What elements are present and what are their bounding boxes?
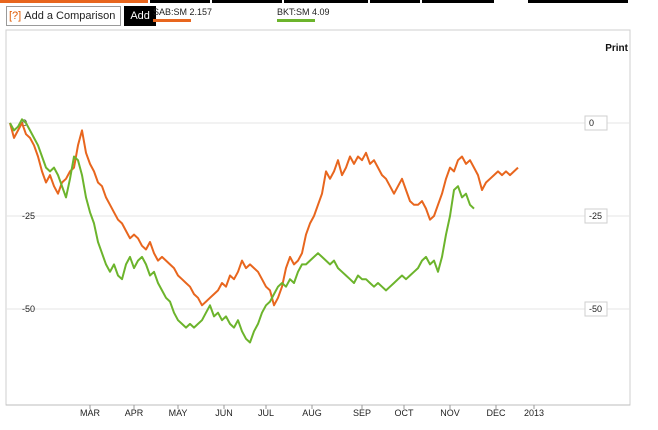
- top-tab-segment: [0, 0, 148, 3]
- compare-bracket-icon: [?]: [9, 10, 22, 22]
- series-line-sab: [9, 122, 519, 307]
- x-tick-label: JUN: [215, 408, 233, 418]
- x-tick-label: AUG: [302, 408, 322, 418]
- top-tab-segment: [150, 0, 210, 3]
- legend-swatch: [277, 19, 315, 22]
- legend-label: BKT:SM 4.09: [277, 7, 330, 17]
- y-tick-label-right: 0: [589, 118, 594, 128]
- legend-item-bkt[interactable]: BKT:SM 4.09: [277, 7, 330, 22]
- y-tick-box-right: [584, 208, 608, 224]
- plot-frame: [5, 29, 631, 406]
- top-tab-segment: [370, 0, 420, 3]
- top-tab-segment: [422, 0, 494, 3]
- top-tab-segment: [212, 0, 282, 3]
- x-tick-label: APR: [125, 408, 144, 418]
- x-tick-label: MAR: [80, 408, 101, 418]
- top-tab-strip: [0, 0, 628, 3]
- y-tick-label-right: -50: [589, 304, 602, 314]
- top-tab-segment: [284, 0, 368, 3]
- legend-swatch: [153, 19, 191, 22]
- x-tick-label: JUL: [258, 408, 274, 418]
- y-tick-box-right: [584, 115, 608, 131]
- add-button[interactable]: Add: [124, 6, 156, 26]
- y-tick-label-left: -50: [22, 304, 35, 314]
- y-tick-label-left: -25: [22, 211, 35, 221]
- print-link[interactable]: Print: [605, 43, 628, 54]
- add-comparison-button[interactable]: [?] Add a Comparison: [6, 6, 122, 26]
- x-tick-label: MAY: [169, 408, 188, 418]
- chart-toolbar: [?] Add a Comparison Add: [6, 5, 156, 27]
- legend-label: SAB:SM 2.157: [153, 7, 213, 17]
- x-tick-label: SEP: [353, 408, 371, 418]
- y-tick-label-right: -25: [589, 211, 602, 221]
- y-tick-label-left: 0: [22, 118, 27, 128]
- y-tick-box-right: [584, 301, 608, 317]
- x-tick-label: 2013: [524, 408, 544, 418]
- series-line-bkt: [9, 118, 475, 344]
- top-tab-segment: [528, 0, 628, 3]
- legend-item-sab[interactable]: SAB:SM 2.157: [153, 7, 213, 22]
- x-tick-label: DEC: [486, 408, 506, 418]
- x-tick-label: NOV: [440, 408, 460, 418]
- x-tick-label: OCT: [395, 408, 415, 418]
- add-comparison-label: Add a Comparison: [24, 10, 116, 22]
